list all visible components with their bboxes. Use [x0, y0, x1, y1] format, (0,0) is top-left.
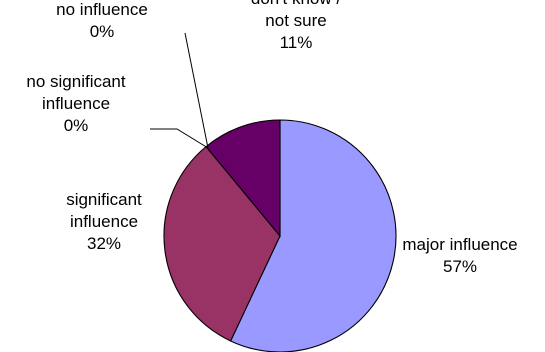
pie-slice-significant	[163, 145, 281, 342]
data-label-significant: significant influence 32%	[66, 190, 142, 253]
leader-line-no-influence	[184, 32, 209, 149]
slices	[163, 119, 397, 352]
data-label-no-influence: no influence 0%	[56, 0, 148, 41]
data-label-line: significant	[66, 190, 142, 209]
data-label-value: 11%	[280, 33, 313, 52]
data-labels: major influence 57% significant influence 32…	[26, 0, 517, 276]
data-label-value: 57%	[443, 257, 477, 276]
data-label-no-significant: no significant influence 0%	[26, 72, 126, 135]
data-label-line: influence	[42, 94, 110, 113]
data-label-line: major influence	[402, 235, 517, 254]
data-label-value: 32%	[87, 234, 121, 253]
data-label-dont-know: don't know / not sure 11%	[251, 0, 341, 52]
data-label-value: 0%	[90, 22, 115, 41]
leader-line-no-significant	[150, 128, 209, 149]
data-label-line: don't know /	[251, 0, 341, 8]
data-label-line: influence	[70, 212, 138, 231]
data-label-value: 0%	[64, 116, 89, 135]
data-label-line: no influence	[56, 0, 148, 19]
data-label-line: not sure	[265, 11, 326, 30]
data-label-major: major influence 57%	[402, 235, 517, 276]
data-label-line: no significant	[26, 72, 126, 91]
leader-lines	[150, 32, 209, 149]
